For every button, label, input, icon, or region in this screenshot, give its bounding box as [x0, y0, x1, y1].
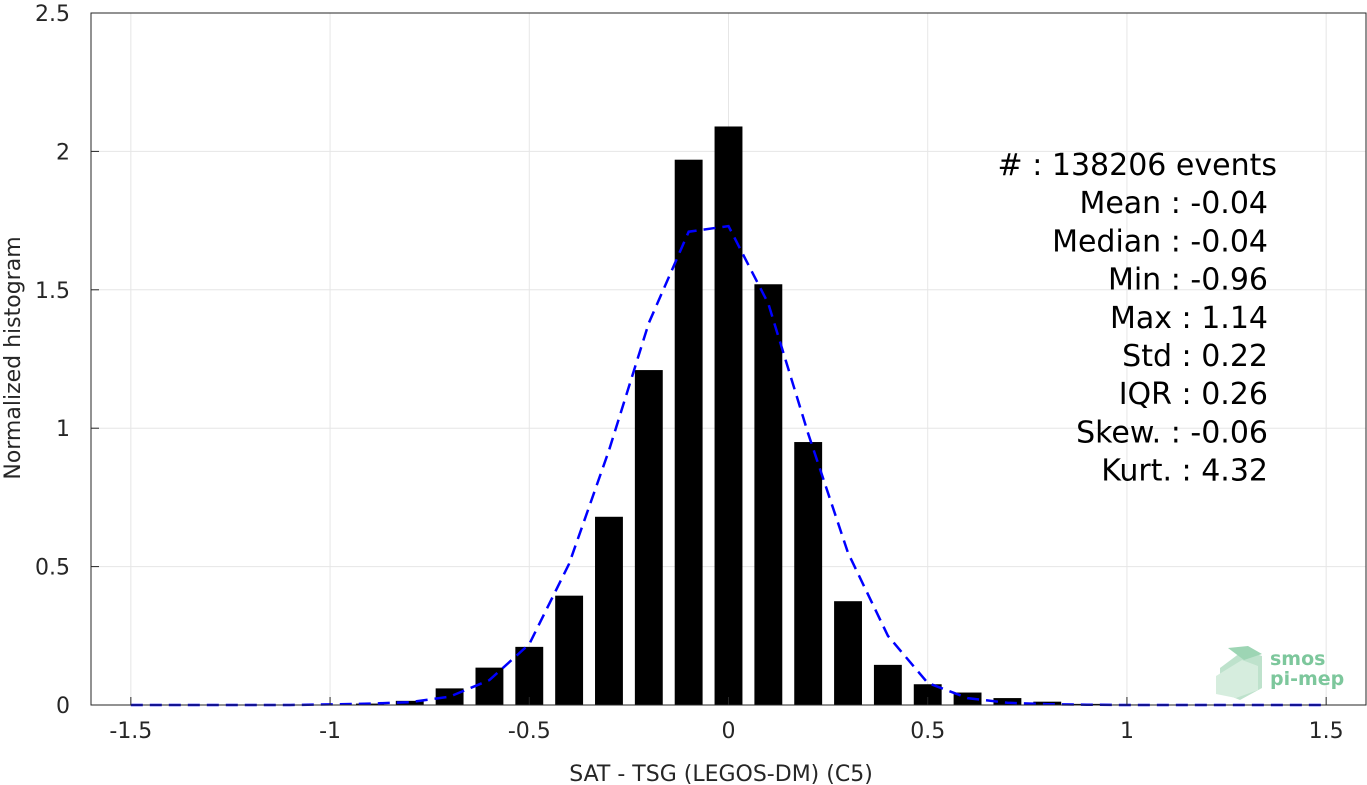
ticks: -1.5 -1 -0.5 0 0.5 1 1.5 0 0.5 1 1.5 2 2.5 — [35, 2, 1344, 744]
histogram-bar — [395, 700, 424, 705]
y-tick-label: 0 — [56, 694, 70, 719]
x-tick-label: -0.5 — [508, 719, 551, 744]
stats-line: Mean : -0.04 — [1079, 186, 1268, 221]
y-tick-label: 1.5 — [35, 279, 70, 304]
histogram-bar — [873, 664, 902, 705]
histogram-bar — [515, 646, 544, 705]
stats-line: # : 138206 events — [998, 148, 1277, 183]
histogram-bar — [993, 698, 1022, 705]
x-tick-label: -1.5 — [109, 719, 152, 744]
x-tick-label: 1.5 — [1309, 719, 1344, 744]
histogram-bar — [794, 442, 823, 705]
histogram-bar — [555, 595, 584, 705]
y-tick-label: 0.5 — [35, 556, 70, 581]
histogram-bar — [674, 159, 703, 706]
histogram-bar — [475, 667, 504, 705]
y-axis-title: Normalized histogram — [1, 236, 26, 479]
logo-waves-icon — [1216, 646, 1262, 700]
histogram-bar — [634, 370, 663, 705]
logo-text-line2: pi-mep — [1270, 668, 1344, 690]
x-axis-title: SAT - TSG (LEGOS-DM) (C5) — [569, 762, 873, 785]
stats-line: Median : -0.04 — [1052, 224, 1268, 259]
bars — [355, 126, 1141, 706]
stats-line: Skew. : -0.06 — [1076, 415, 1268, 450]
histogram-bar — [595, 516, 623, 705]
y-tick-label: 2.5 — [35, 2, 70, 27]
stats-line: Min : -0.96 — [1108, 263, 1268, 298]
x-tick-label: 0 — [722, 719, 736, 744]
x-tick-label: 0.5 — [910, 719, 945, 744]
y-tick-label: 2 — [56, 140, 70, 165]
x-tick-label: -1 — [319, 719, 341, 744]
logo-text-line1: smos — [1270, 648, 1325, 670]
smos-pimep-logo: smos pi-mep — [1216, 646, 1344, 700]
histogram-bar — [435, 688, 464, 705]
x-tick-label: 1 — [1120, 719, 1134, 744]
histogram-bar — [834, 601, 862, 705]
histogram-bar — [913, 684, 942, 705]
stats-line: IQR : 0.26 — [1119, 377, 1268, 412]
y-tick-label: 1 — [56, 417, 70, 442]
stats-line: Std : 0.22 — [1122, 339, 1268, 374]
histogram-bar — [714, 126, 743, 706]
histogram-bar — [754, 284, 783, 705]
stats-line: Kurt. : 4.32 — [1101, 454, 1268, 489]
stats-line: Max : 1.14 — [1110, 301, 1268, 336]
